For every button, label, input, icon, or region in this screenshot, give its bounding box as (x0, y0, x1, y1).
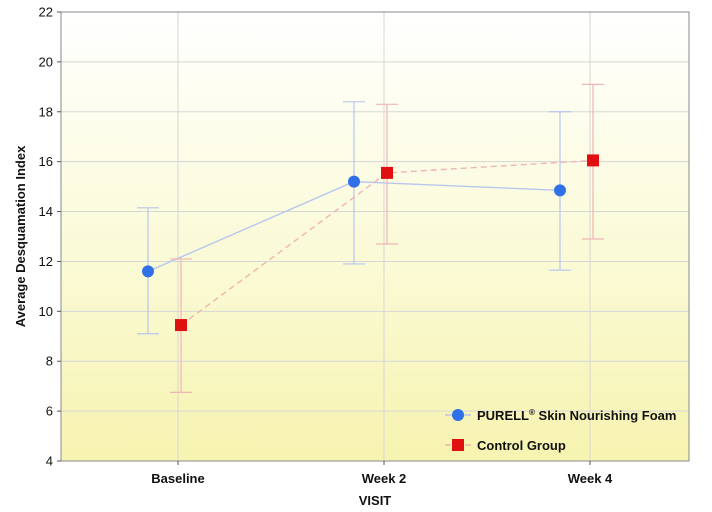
data-point (348, 175, 360, 188)
y-tick-label: 4 (46, 454, 53, 469)
legend-label-purell: PURELL® Skin Nourishing Foam (477, 408, 676, 423)
x-tick-label: Week 2 (362, 471, 407, 486)
y-tick-label: 14 (39, 204, 53, 219)
x-axis: Baseline Week 2 Week 4 (151, 461, 613, 486)
legend: PURELL® Skin Nourishing Foam Control Gro… (445, 408, 676, 453)
series-layer (137, 83, 604, 394)
legend-marker-control (452, 439, 464, 451)
series-purell (137, 101, 571, 335)
legend-item-purell: PURELL® Skin Nourishing Foam (445, 408, 676, 423)
data-point (381, 166, 393, 179)
legend-label-control: Control Group (477, 438, 566, 453)
x-tick-label: Week 4 (568, 471, 613, 486)
data-point (142, 265, 154, 278)
legend-item-control: Control Group (445, 438, 566, 453)
y-axis: 4 6 8 10 12 14 16 18 20 22 (39, 5, 61, 469)
data-point (175, 319, 187, 332)
grid-lines (61, 12, 689, 461)
x-tick-label: Baseline (151, 471, 204, 486)
y-tick-label: 12 (39, 254, 53, 269)
data-point (587, 154, 599, 167)
plot-area (61, 12, 689, 461)
y-tick-label: 8 (46, 354, 53, 369)
series-line (180, 159, 594, 326)
y-tick-label: 6 (46, 404, 53, 419)
legend-marker-purell (452, 409, 464, 421)
y-tick-label: 22 (39, 5, 53, 20)
registered-mark: ® (529, 408, 535, 417)
plot-frame (60, 11, 690, 462)
y-tick-label: 20 (39, 54, 53, 69)
y-tick-label: 16 (39, 154, 53, 169)
x-axis-title: VISIT (359, 493, 392, 508)
y-tick-label: 18 (39, 104, 53, 119)
data-point (554, 184, 566, 197)
y-axis-title: Average Desquamation Index (13, 145, 28, 327)
series-control (170, 83, 604, 394)
y-tick-label: 10 (39, 304, 53, 319)
